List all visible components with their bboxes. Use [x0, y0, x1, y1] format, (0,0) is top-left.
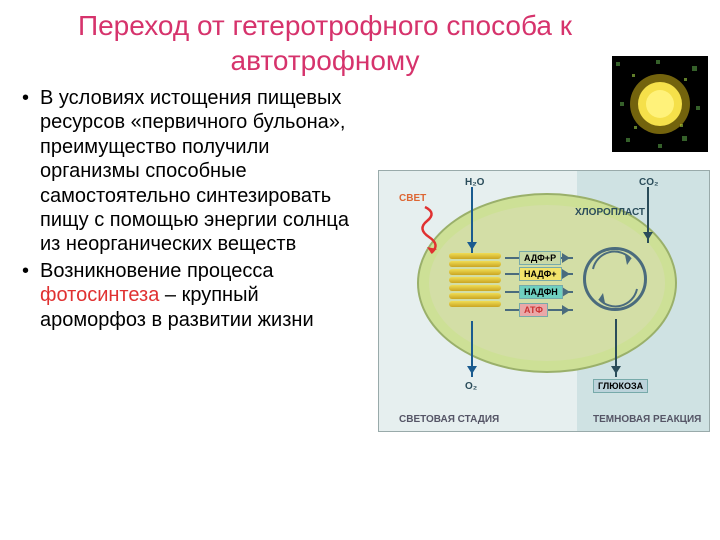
- nadph-tag: НАДФН: [519, 285, 563, 299]
- bullet-1: В условиях истощения пищевых ресурсов «п…: [22, 86, 362, 257]
- adp-tag: АДФ+Р: [519, 251, 561, 265]
- o2-arrow-icon: [471, 321, 473, 377]
- chloroplast-label: ХЛОРОПЛАСТ: [575, 207, 645, 218]
- light-label: СВЕТ: [399, 193, 426, 204]
- sun-image: [612, 56, 708, 152]
- glucose-tag: ГЛЮКОЗА: [593, 379, 648, 393]
- light-wave-icon: [419, 205, 459, 257]
- thylakoid-stack: [449, 253, 501, 311]
- co2-arrow-icon: [647, 187, 649, 243]
- bullet-2-highlight: фотосинтеза: [40, 284, 159, 306]
- photosynthesis-diagram: СВЕТ H₂O CO₂ ХЛОРОПЛАСТ АДФ+Р НАДФ+ НАДФ…: [378, 170, 710, 432]
- atp-tag: АТФ: [519, 303, 548, 317]
- h2o-label: H₂O: [465, 177, 484, 188]
- light-stage-label: СВЕТОВАЯ СТАДИЯ: [399, 414, 499, 425]
- nadp-tag: НАДФ+: [519, 267, 562, 281]
- o2-label: O₂: [465, 381, 477, 392]
- bullet-2: Возникновение процесса фотосинтеза – кру…: [22, 259, 362, 332]
- bullet-list: В условиях истощения пищевых ресурсов «п…: [22, 86, 362, 334]
- glucose-arrow-icon: [615, 319, 617, 377]
- dark-stage-label: ТЕМНОВАЯ РЕАКЦИЯ: [593, 414, 701, 425]
- h2o-arrow-icon: [471, 187, 473, 253]
- bullet-2-prefix: Возникновение процесса: [40, 260, 274, 282]
- cycle-arrows-icon: [583, 247, 647, 311]
